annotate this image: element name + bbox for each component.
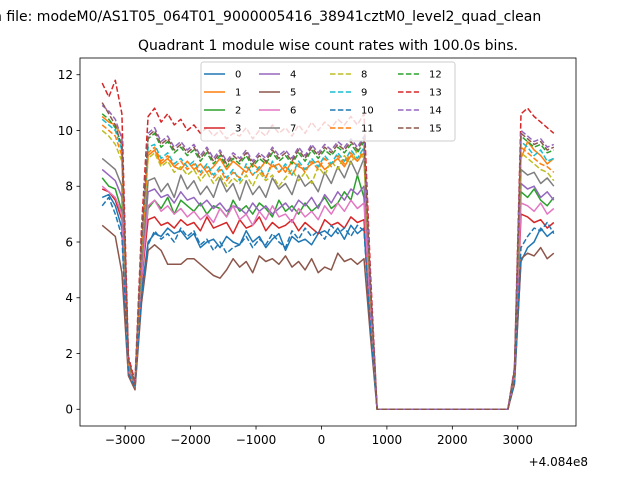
x-offset-label: +4.084e8: [529, 455, 588, 469]
y-tick-label: 10: [58, 124, 73, 138]
x-tick-label: −2000: [170, 433, 211, 447]
x-tick-label: 0: [318, 433, 326, 447]
legend-label-0: 0: [235, 70, 241, 81]
chart-title: Quadrant 1 module wise count rates with …: [138, 38, 518, 54]
x-tick-label: 3000: [502, 433, 533, 447]
legend-label-14: 14: [429, 106, 442, 117]
legend-label-12: 12: [429, 70, 442, 81]
legend-label-15: 15: [429, 124, 442, 135]
series-line-15: [101, 102, 555, 411]
legend-label-10: 10: [361, 106, 374, 117]
legend-label-13: 13: [429, 88, 442, 99]
legend-label-9: 9: [361, 88, 367, 99]
y-tick-label: 6: [65, 235, 73, 249]
series-line-14: [101, 104, 555, 411]
series-line-9: [101, 118, 555, 411]
legend-label-1: 1: [235, 88, 241, 99]
x-tick-label: 2000: [437, 433, 468, 447]
series-group: [101, 79, 555, 411]
y-tick-label: 8: [65, 180, 73, 194]
x-tick-label: −1000: [236, 433, 277, 447]
y-tick-label: 12: [58, 68, 73, 82]
x-tick-label: 1000: [372, 433, 403, 447]
legend-label-8: 8: [361, 70, 367, 81]
y-tick-label: 4: [65, 291, 73, 305]
legend-label-3: 3: [235, 124, 241, 135]
series-line-11: [101, 124, 555, 411]
legend-label-6: 6: [290, 106, 296, 117]
legend-box: [200, 61, 456, 142]
legend-label-7: 7: [290, 124, 296, 135]
legend-label-5: 5: [290, 88, 296, 99]
legend-label-2: 2: [235, 106, 241, 117]
legend-label-11: 11: [361, 124, 374, 135]
x-tick-label: −3000: [105, 433, 146, 447]
legend-label-4: 4: [290, 70, 296, 81]
y-tick-label: 2: [65, 347, 73, 361]
figure-suptitle: n file: modeM0/AS1T05_064T01_9000005416_…: [0, 9, 541, 25]
y-tick-label: 0: [65, 403, 73, 417]
